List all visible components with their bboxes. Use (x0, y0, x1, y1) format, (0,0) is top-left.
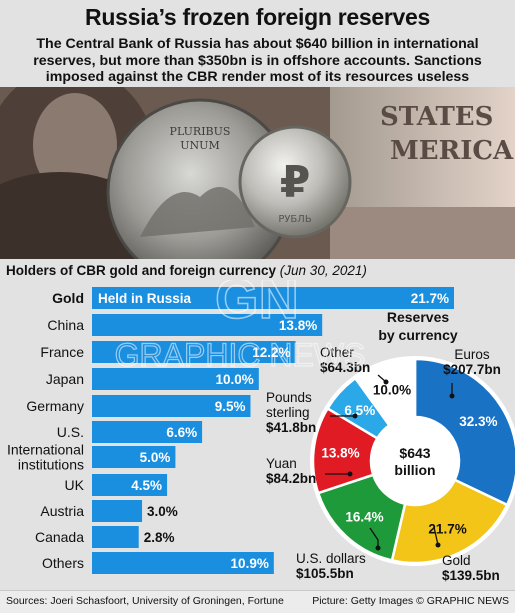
bar (92, 552, 274, 574)
coins-photo-illustration: STATES MERICA PLURIBUS UNUM ₽ РУБЛЬ (0, 87, 515, 259)
bar (92, 287, 454, 309)
slice-name-label: Other (320, 345, 354, 360)
subtitle-line: The Central Bank of Russia has about $64… (36, 36, 479, 52)
category-label: Japan (46, 371, 84, 387)
ruble-coin: ₽ РУБЛЬ (238, 125, 352, 239)
bar (92, 314, 323, 336)
coin-text: UNUM (180, 139, 219, 152)
slice-amount-label: $207.7bn (443, 362, 501, 377)
bar-chart: Gold 21.7% Held in Russia China 13.8% France 1… (7, 287, 454, 574)
value-label: 2.8% (144, 530, 175, 545)
slice-name-label: Pounds (266, 390, 312, 405)
bar (92, 474, 168, 496)
slice-percent-label: 32.3% (459, 414, 497, 429)
coin-text: PLURIBUS (170, 125, 231, 138)
donut-center-label: $643 (399, 445, 430, 461)
bill-text: MERICA (390, 136, 514, 166)
coins-photo: STATES MERICA PLURIBUS UNUM ₽ РУБЛЬ (0, 87, 515, 259)
watermark-brand: GRAPHIC NEWS (115, 337, 366, 373)
leader-line (433, 526, 439, 546)
category-label: Austria (40, 503, 84, 519)
banknote-shape: STATES MERICA (330, 87, 515, 259)
slice-name-label: Yuan (266, 456, 297, 471)
ruble-symbol: ₽ (280, 157, 311, 208)
value-label: 9.5% (215, 399, 246, 414)
donut-center-label: billion (394, 462, 435, 478)
value-label: 10.9% (231, 556, 269, 571)
slice-name-label: sterling (266, 405, 310, 420)
slice-amount-label: $84.2bn (266, 471, 316, 486)
bar (92, 526, 139, 548)
value-label: 13.8% (279, 318, 317, 333)
bar-chart-date: (Jun 30, 2021) (279, 263, 367, 278)
leader-dot (352, 413, 358, 419)
slice-percent-label: 6.5% (344, 403, 375, 418)
category-label: France (40, 344, 84, 360)
slice-percent-label: 10.0% (373, 383, 411, 398)
leader-dot (449, 393, 455, 399)
bar (92, 395, 251, 417)
slice-name-label: U.S. dollars (296, 551, 366, 566)
leader-dot (383, 379, 389, 385)
bar (92, 341, 296, 363)
slice-amount-label: $41.8bn (266, 420, 316, 435)
category-label: Others (42, 555, 84, 571)
bar-chart-heading: Holders of CBR gold and foreign currency… (6, 263, 367, 278)
subtitle-line: imposed against the CBR render most of i… (45, 69, 470, 85)
ruble-text: РУБЛЬ (278, 214, 312, 225)
bar (92, 421, 203, 443)
donut-hole (371, 417, 459, 505)
leader-dot (435, 542, 441, 548)
slice-percent-label: 21.7% (428, 522, 466, 537)
bar (92, 500, 143, 522)
category-label: U.S. (57, 424, 84, 440)
credit-text: Picture: Getty Images © GRAPHIC NEWS (312, 595, 509, 607)
charts-area: Gold 21.7% Held in Russia China 13.8% France 1… (7, 280, 515, 583)
category-label: International (7, 442, 84, 458)
leader-line (369, 527, 379, 548)
slice-percent-label: 13.8% (321, 446, 359, 461)
bar-chart-title: Holders of CBR gold and foreign currency (6, 263, 277, 278)
bar-annotation: Held in Russia (98, 291, 192, 306)
value-label: 5.0% (140, 450, 171, 465)
slice-amount-label: $105.5bn (296, 566, 354, 581)
category-label: institutions (18, 457, 84, 473)
value-label: 4.5% (131, 478, 162, 493)
slice-amount-label: $64.3bn (320, 360, 370, 375)
sources-text: Sources: Joeri Schasfoort, University of… (6, 595, 284, 607)
value-label: 6.6% (166, 425, 197, 440)
value-label: 3.0% (147, 504, 178, 519)
value-label: 10.0% (216, 372, 254, 387)
pie-title: Reserves (387, 309, 449, 325)
bar (92, 368, 259, 390)
category-label: Canada (35, 529, 84, 545)
us-coin: PLURIBUS UNUM (106, 98, 294, 259)
watermark-logo: GN (215, 280, 299, 330)
slice-name-label: Gold (442, 553, 471, 568)
bill-text: STATES (380, 102, 493, 132)
category-label: Germany (26, 398, 84, 414)
category-label: China (47, 317, 84, 333)
sources-bar: Sources: Joeri Schasfoort, University of… (0, 590, 515, 613)
page-title: Russia’s frozen foreign reserves (85, 4, 430, 30)
value-label: 21.7% (411, 291, 449, 306)
value-label: 12.2% (252, 345, 290, 360)
subtitle-line: reserves, but more than $350bn is in off… (33, 52, 482, 69)
leader-dot (375, 545, 381, 551)
bar (92, 446, 176, 468)
leader-dot (347, 471, 353, 477)
watermark: GN GRAPHIC NEWS (114, 280, 366, 374)
category-label: UK (65, 477, 85, 493)
slice-amount-label: $139.5bn (442, 568, 500, 583)
pie-title: by currency (378, 327, 458, 343)
category-label: Gold (52, 290, 84, 306)
slice-name-label: Euros (454, 347, 490, 362)
slice-percent-label: 16.4% (345, 509, 383, 524)
subtitle: The Central Bank of Russia has about $64… (6, 36, 509, 86)
